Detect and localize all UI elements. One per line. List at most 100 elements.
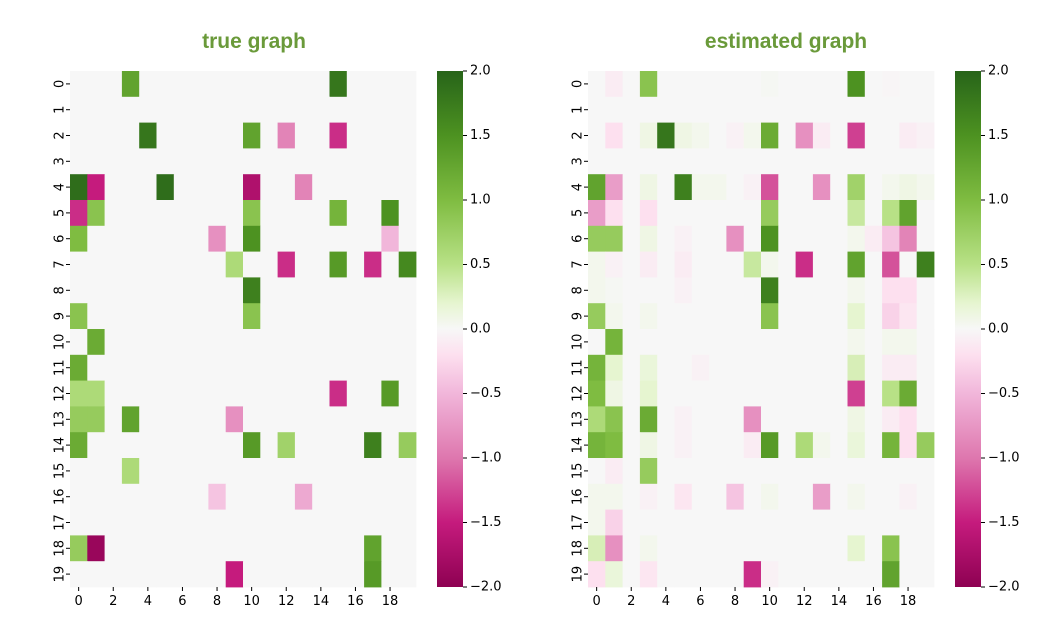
heatmap-cell bbox=[87, 71, 105, 98]
heatmap-cell bbox=[605, 225, 623, 252]
heatmap-cell bbox=[709, 483, 727, 510]
heatmap-cell bbox=[312, 71, 330, 98]
heatmap-cell bbox=[87, 561, 105, 588]
heatmap-cell bbox=[243, 354, 261, 381]
heatmap-cell bbox=[191, 380, 209, 407]
heatmap-cell bbox=[277, 303, 296, 330]
heatmap-cell bbox=[87, 303, 105, 330]
heatmap-cell bbox=[691, 329, 710, 356]
heatmap-cell bbox=[778, 483, 796, 510]
heatmap-cell bbox=[156, 509, 175, 536]
heatmap-cell bbox=[225, 174, 244, 201]
heatmap-cell bbox=[882, 200, 900, 227]
heatmap-cell bbox=[812, 277, 831, 304]
heatmap-cell bbox=[398, 535, 417, 562]
heatmap-cell bbox=[294, 122, 313, 149]
heatmap-cell bbox=[156, 535, 175, 562]
heatmap-cell bbox=[812, 329, 831, 356]
heatmap-cell bbox=[139, 432, 157, 459]
heatmap-cell bbox=[812, 458, 831, 485]
heatmap-cell bbox=[657, 148, 675, 175]
heatmap-cell bbox=[364, 483, 382, 510]
heatmap-cell bbox=[812, 71, 831, 98]
heatmap-cell bbox=[743, 251, 762, 278]
heatmap-cell bbox=[87, 458, 105, 485]
heatmap-cell bbox=[243, 380, 261, 407]
heatmap-cell bbox=[674, 148, 693, 175]
heatmap-cell bbox=[139, 561, 157, 588]
heatmap-cell bbox=[208, 380, 227, 407]
heatmap-cell bbox=[329, 277, 348, 304]
heatmap-cell bbox=[605, 303, 623, 330]
heatmap-cell bbox=[329, 303, 348, 330]
heatmap-cell bbox=[778, 277, 796, 304]
heatmap-cell bbox=[381, 251, 400, 278]
heatmap-cell bbox=[605, 122, 623, 149]
colorbar: 2.0 1.5 1.0 0.5 0.0 −0.5 −1.0 −1.5 −2.0 bbox=[955, 64, 1020, 595]
heatmap-cell bbox=[70, 561, 88, 588]
heatmap-cell bbox=[847, 354, 866, 381]
heatmap-cell bbox=[277, 71, 296, 98]
heatmap-cell bbox=[260, 458, 278, 485]
heatmap-cell bbox=[329, 406, 348, 433]
heatmap-cell bbox=[709, 509, 727, 536]
heatmap-cell bbox=[381, 303, 400, 330]
heatmap-cell bbox=[173, 96, 192, 123]
heatmap-cell bbox=[847, 148, 866, 175]
heatmap-cell bbox=[346, 483, 365, 510]
heatmap-cell bbox=[588, 354, 606, 381]
heatmap-cell bbox=[312, 561, 330, 588]
y-tick-label: 4 bbox=[571, 183, 586, 191]
heatmap-cell bbox=[191, 354, 209, 381]
heatmap-cell bbox=[156, 406, 175, 433]
heatmap-cell bbox=[899, 329, 918, 356]
heatmap-cell bbox=[795, 225, 814, 252]
heatmap-cell bbox=[812, 380, 831, 407]
colorbar-tick-label: 2.0 bbox=[470, 64, 491, 79]
heatmap-cell bbox=[864, 148, 883, 175]
heatmap-cell bbox=[87, 406, 105, 433]
heatmap-cell bbox=[743, 71, 762, 98]
heatmap-cell bbox=[104, 71, 123, 98]
heatmap-cell bbox=[294, 329, 313, 356]
heatmap-cell bbox=[243, 251, 261, 278]
y-tick-label: 18 bbox=[571, 540, 586, 557]
heatmap-cell bbox=[605, 148, 623, 175]
heatmap-cell bbox=[726, 148, 745, 175]
heatmap-cell bbox=[795, 277, 814, 304]
heatmap-cell bbox=[225, 509, 244, 536]
heatmap-cell bbox=[70, 251, 88, 278]
heatmap-cell bbox=[312, 406, 330, 433]
heatmap-cell bbox=[225, 483, 244, 510]
heatmap-cell bbox=[70, 458, 88, 485]
heatmap-cell bbox=[121, 96, 140, 123]
heatmap-cell bbox=[639, 432, 658, 459]
heatmap-cell bbox=[588, 509, 606, 536]
heatmap-cell bbox=[312, 122, 330, 149]
heatmap-cell bbox=[639, 354, 658, 381]
heatmap-cell bbox=[899, 200, 918, 227]
heatmap-cell bbox=[674, 200, 693, 227]
heatmap-cell bbox=[812, 122, 831, 149]
heatmap-cell bbox=[882, 329, 900, 356]
heatmap-cell bbox=[916, 96, 935, 123]
heatmap-cell bbox=[139, 329, 157, 356]
heatmap-cell bbox=[847, 122, 866, 149]
heatmap-cell bbox=[156, 71, 175, 98]
heatmap-cell bbox=[847, 225, 866, 252]
heatmap-cell bbox=[312, 380, 330, 407]
heatmap-cell bbox=[847, 561, 866, 588]
x-tick-label: 10 bbox=[761, 594, 778, 609]
heatmap-cell bbox=[882, 432, 900, 459]
heatmap-cell bbox=[346, 71, 365, 98]
heatmap-cell bbox=[588, 406, 606, 433]
heatmap-cell bbox=[916, 354, 935, 381]
heatmap-cell bbox=[674, 406, 693, 433]
panel-title: true graph bbox=[202, 30, 306, 53]
heatmap-cell bbox=[277, 380, 296, 407]
heatmap-cell bbox=[294, 354, 313, 381]
heatmap-cell bbox=[622, 329, 641, 356]
heatmap-cell bbox=[225, 380, 244, 407]
heatmap-cell bbox=[225, 277, 244, 304]
heatmap-cell bbox=[173, 406, 192, 433]
